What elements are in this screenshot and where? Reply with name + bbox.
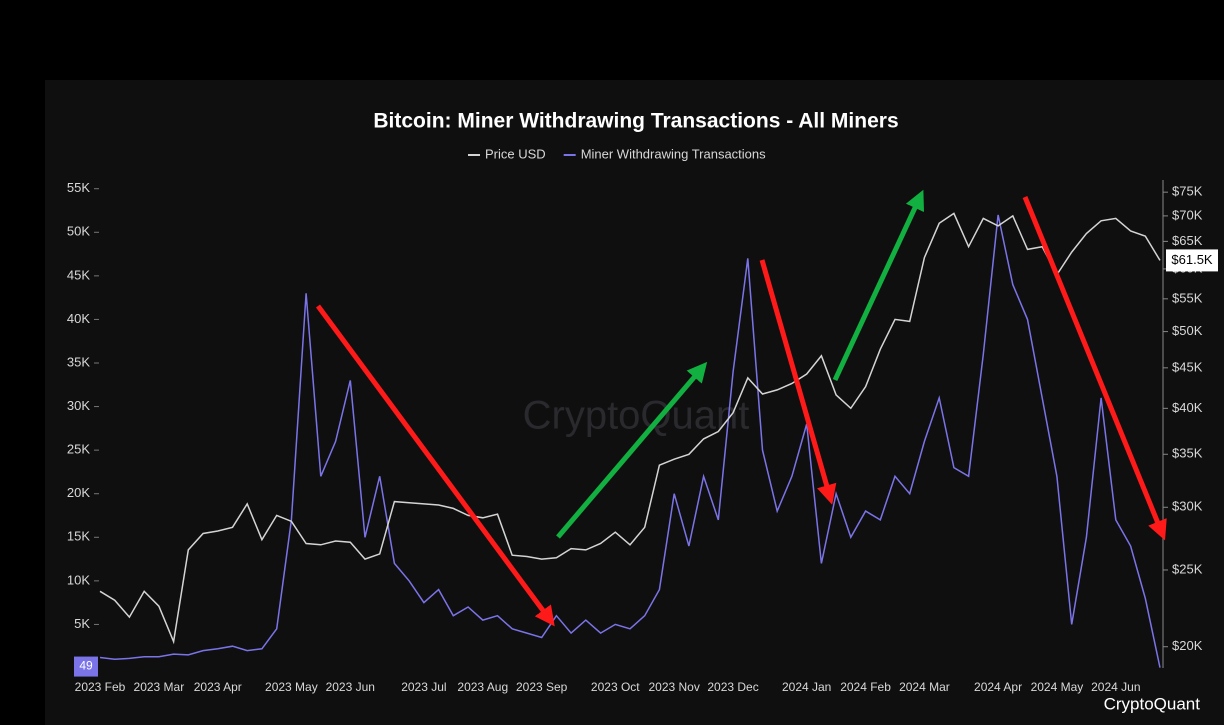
legend-label: Price USD [485, 146, 546, 161]
series-line [99, 212, 1161, 645]
y-tick-label: 5K [74, 616, 90, 631]
x-tick-label: 2023 May [265, 680, 318, 694]
x-tick-label: 2024 Jan [782, 680, 831, 694]
price-marker [1166, 249, 1218, 272]
y-tick-label: 30K [67, 398, 90, 413]
x-tick-label: 2024 May [1031, 680, 1084, 694]
x-tick-label: 2023 Oct [591, 680, 640, 694]
y2-tick-label: $40K [1172, 400, 1203, 415]
x-tick-label: 2023 Nov [648, 680, 699, 694]
y2-tick-label: $75K [1172, 184, 1203, 199]
y2-tick-label: $20K [1172, 638, 1203, 653]
y2-tick-label: $50K [1172, 323, 1203, 338]
x-tick-label: 2023 Jun [326, 680, 375, 694]
legend: Price USD Miner Withdrawing Transactions [468, 146, 766, 161]
panel [45, 80, 1224, 725]
x-tick-label: 2023 Dec [707, 680, 758, 694]
arrow [832, 189, 925, 382]
chart-title: Bitcoin: Miner Withdrawing Transactions … [373, 110, 898, 133]
x-tick-label: 2024 Jun [1091, 680, 1140, 694]
price-marker-label: $61.5K [1171, 252, 1213, 267]
y-tick-label: 35K [67, 354, 90, 369]
x-tick-label: 2023 Apr [194, 680, 242, 694]
y-tick-label: 55K [67, 180, 90, 195]
y2-tick-label: $70K [1172, 207, 1203, 222]
y-tick-label: 10K [67, 572, 90, 587]
y-tick-label: 15K [67, 529, 90, 544]
y2-tick-label: $55K [1172, 290, 1203, 305]
arrows [315, 189, 1167, 627]
arrow [759, 259, 837, 505]
arrow [315, 304, 555, 627]
current-marker-label: 49 [79, 659, 93, 673]
arrow [556, 361, 708, 539]
y2-tick-label: $35K [1172, 446, 1203, 461]
x-tick-label: 2023 Aug [457, 680, 508, 694]
watermark: CryptoQuant [523, 394, 750, 438]
y-tick-label: 20K [67, 485, 90, 500]
x-tick-label: 2024 Feb [840, 680, 891, 694]
current-marker [74, 656, 98, 677]
y2-tick-label: $25K [1172, 561, 1203, 576]
brand: CryptoQuant [1104, 694, 1201, 713]
x-tick-label: 2023 Mar [134, 680, 185, 694]
x-tick-label: 2023 Sep [516, 680, 568, 694]
y2-tick-label: $65K [1172, 233, 1203, 248]
y2-tick-label: $45K [1172, 359, 1203, 374]
series-line [99, 214, 1161, 668]
y2-tick-label: $30K [1172, 499, 1203, 514]
x-tick-label: 2024 Mar [899, 680, 950, 694]
y-tick-label: 50K [67, 224, 90, 239]
y-tick-label: 25K [67, 442, 90, 457]
y-tick-label: 45K [67, 267, 90, 282]
x-tick-label: 2023 Jul [401, 680, 446, 694]
y-tick-label: 40K [67, 311, 90, 326]
arrow [1022, 196, 1167, 541]
x-tick-label: 2024 Apr [974, 680, 1022, 694]
x-tick-label: 2023 Feb [75, 680, 126, 694]
legend-label: Miner Withdrawing Transactions [581, 146, 766, 161]
